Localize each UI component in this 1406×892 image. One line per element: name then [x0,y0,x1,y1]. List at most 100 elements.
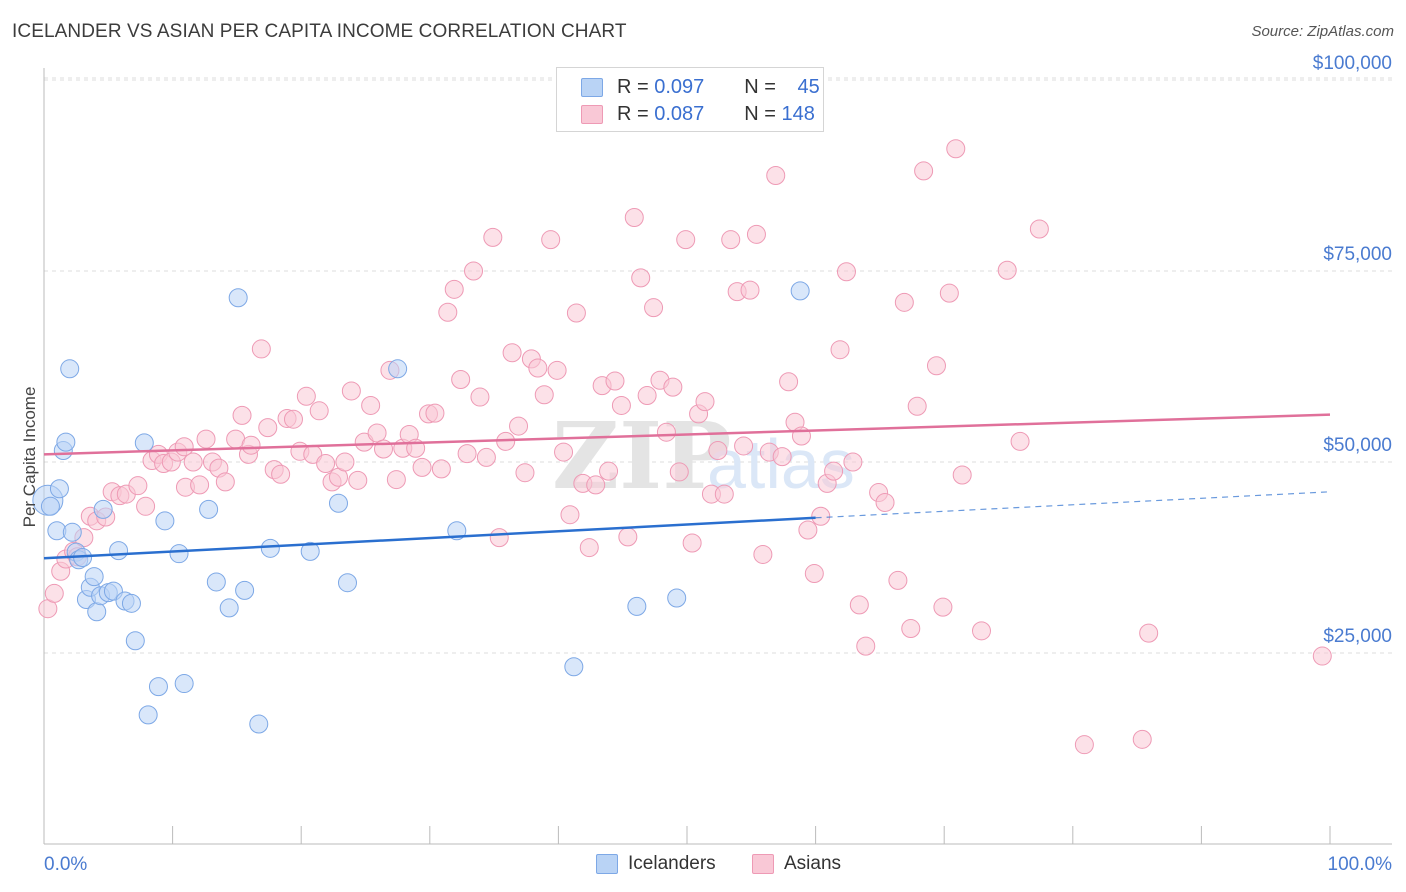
asians-point [431,459,451,479]
y-tick-labels: $25,000 $50,000 $75,000 $100,000 [1313,53,1392,647]
asians-point [1010,431,1030,451]
icelanders-point [174,674,194,694]
y-tick-label: $50,000 [1323,435,1392,456]
asians-point [476,447,496,467]
asians-point [830,340,850,360]
asians-point [464,261,484,281]
asians-point [1312,646,1332,666]
legend-n-label: N = [744,102,782,125]
asians-point [1074,735,1094,755]
asians-point [425,403,445,423]
asians-point [611,395,631,415]
icelanders-point [249,714,269,734]
asians-point [721,230,741,250]
asians-point [1139,623,1159,643]
asians-point [746,224,766,244]
asians-point [566,303,586,323]
asians-point [341,381,361,401]
asians-point [190,475,210,495]
grid-lines [44,77,1392,654]
asians-point [766,166,786,185]
asians-point [804,564,824,584]
legend-n-value: 148 [781,102,815,125]
icelanders-point [388,359,408,379]
y-tick-label: $75,000 [1323,244,1392,265]
icelanders-point [155,511,175,531]
bottom-legend-asians: Asians [752,852,841,876]
asians-point [309,401,329,421]
asians-point [528,358,548,378]
x-tick-labels: 0.0% 100.0% [44,854,1392,875]
asians-point [740,280,760,300]
asians-point [316,454,336,474]
asians-point [708,441,728,461]
asians-point [946,139,966,159]
asians-point [656,422,676,442]
asians-point [971,621,991,641]
legend-r-label: R = [617,75,655,98]
series-icelanders [32,281,810,734]
asians-point [451,369,471,389]
asians-point [926,356,946,376]
asians-point [438,302,458,322]
icelanders-point [627,596,647,616]
x-tick-label: 0.0% [44,854,87,875]
icelanders-point [206,572,226,592]
asians-point [695,392,715,412]
asians-point [509,416,529,436]
asians-point [939,283,959,303]
asians-point [997,260,1017,280]
icelanders-point [235,580,255,600]
legend-r-label: R = [617,102,655,125]
asians-point [136,496,156,516]
x-tick-label: 100.0% [1328,854,1393,875]
icelanders-trend-extension [815,491,1331,519]
legend-row-asians: R = 0.087 N = 148 [581,102,815,126]
y-tick-label: $25,000 [1323,626,1392,647]
icelanders-swatch [596,854,618,874]
asians-point [836,262,856,282]
asians-point [554,442,574,462]
asians-point [183,452,203,472]
asians-point [412,457,432,477]
asians-swatch [752,854,774,874]
icelanders-point [56,432,76,452]
asians-point [128,476,148,496]
asians-point [824,461,844,481]
asians-point [348,470,368,490]
asians-point [560,505,580,525]
y-axis-label: Per Capita Income [20,387,39,528]
icelanders-point [790,281,810,301]
asians-point [676,230,696,250]
asians-point [1029,219,1049,239]
legend-r-value: 0.087 [654,102,705,125]
icelanders-point [109,541,129,561]
asians-point [483,227,503,247]
asians-point [669,462,689,482]
bottom-legend-icelanders: Icelanders [596,852,716,876]
asians-point [914,161,934,181]
asians-point [734,436,754,456]
icelanders-point [199,499,219,519]
asians-point [251,339,271,359]
icelanders-point [300,541,320,561]
asians-point [753,544,773,564]
icelanders-point [121,593,141,613]
asians-point [682,533,702,553]
icelanders-point [49,479,69,499]
asians-point [457,444,477,464]
icelanders-point [134,433,154,453]
asians-point [579,538,599,558]
correlation-legend: R = 0.097 N = 45 R = 0.087 N = 148 [556,67,824,132]
asians-point [907,396,927,416]
asians-point [894,292,914,312]
asians-point [44,583,64,603]
asians-point [271,464,291,484]
asians-point [901,619,921,639]
axes [43,68,1392,845]
icelanders-point [60,359,80,379]
asians-point [296,386,316,406]
asians-point [470,387,490,407]
asians-point [779,372,799,392]
